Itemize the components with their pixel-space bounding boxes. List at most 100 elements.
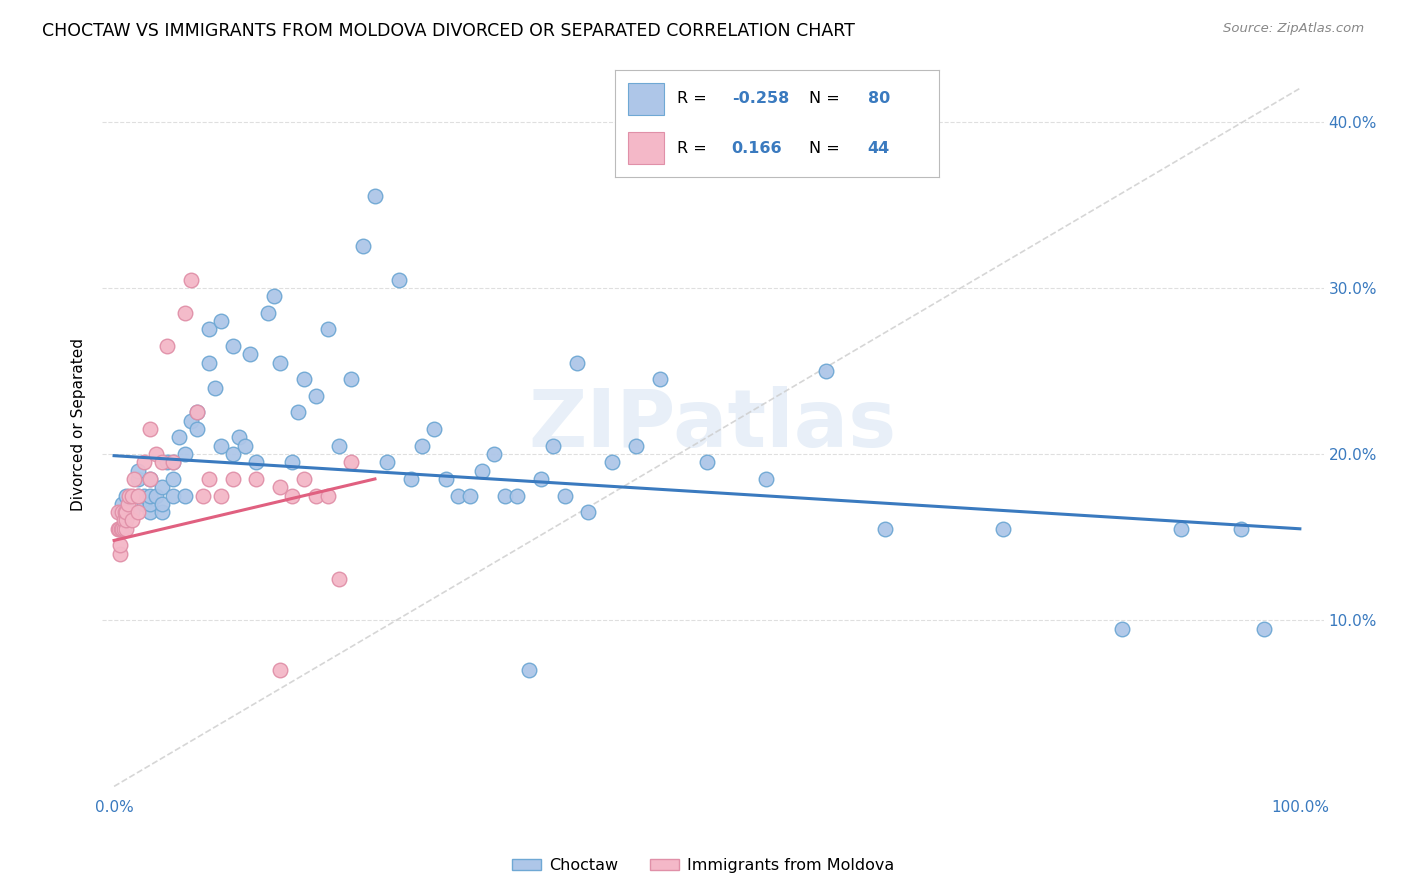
Point: [169, 430, 191, 444]
Text: Source: ZipAtlas.com: Source: ZipAtlas.com: [1223, 22, 1364, 36]
Point: [423, 422, 446, 436]
Point: [145, 489, 167, 503]
Point: [186, 405, 208, 419]
Point: [138, 497, 160, 511]
Point: [471, 464, 494, 478]
Point: [138, 472, 160, 486]
Point: [127, 464, 149, 478]
Point: [316, 322, 339, 336]
Point: [162, 489, 184, 503]
Point: [110, 522, 132, 536]
Point: [108, 522, 131, 536]
Point: [1170, 522, 1192, 536]
Point: [287, 405, 309, 419]
Point: [204, 380, 226, 394]
Point: [305, 489, 328, 503]
Point: [530, 472, 553, 486]
Point: [156, 339, 179, 353]
Point: [292, 472, 315, 486]
Point: [576, 505, 599, 519]
Point: [1253, 622, 1275, 636]
Point: [127, 472, 149, 486]
Point: [115, 489, 138, 503]
Point: [132, 497, 155, 511]
Point: [328, 439, 350, 453]
Point: [517, 663, 540, 677]
Point: [150, 455, 173, 469]
Point: [209, 314, 232, 328]
Point: [174, 447, 197, 461]
Point: [340, 455, 363, 469]
Point: [115, 513, 138, 527]
Point: [239, 347, 262, 361]
Point: [221, 447, 243, 461]
Point: [209, 439, 232, 453]
Point: [269, 355, 291, 369]
Point: [111, 522, 134, 536]
Legend: Choctaw, Immigrants from Moldova: Choctaw, Immigrants from Moldova: [506, 852, 900, 880]
Point: [624, 439, 647, 453]
Point: [108, 538, 131, 552]
Point: [174, 306, 197, 320]
Point: [328, 572, 350, 586]
Point: [150, 505, 173, 519]
Point: [121, 513, 143, 527]
Point: [352, 239, 374, 253]
Point: [316, 489, 339, 503]
Point: [648, 372, 671, 386]
Point: [375, 455, 398, 469]
Point: [269, 480, 291, 494]
Point: [150, 497, 173, 511]
Point: [221, 472, 243, 486]
Point: [696, 455, 718, 469]
Point: [150, 480, 173, 494]
Point: [132, 489, 155, 503]
Point: [118, 489, 141, 503]
Point: [281, 455, 304, 469]
Point: [600, 455, 623, 469]
Point: [138, 472, 160, 486]
Point: [482, 447, 505, 461]
Point: [388, 272, 411, 286]
Point: [174, 489, 197, 503]
Point: [755, 472, 778, 486]
Point: [209, 489, 232, 503]
Point: [108, 505, 131, 519]
Point: [257, 306, 280, 320]
Point: [554, 489, 576, 503]
Point: [292, 372, 315, 386]
Point: [447, 489, 470, 503]
Point: [111, 497, 134, 511]
Point: [162, 455, 184, 469]
Point: [269, 663, 291, 677]
Point: [112, 522, 135, 536]
Point: [108, 547, 131, 561]
Point: [494, 489, 516, 503]
Point: [993, 522, 1015, 536]
Point: [541, 439, 564, 453]
Point: [1111, 622, 1133, 636]
Point: [228, 430, 250, 444]
Point: [191, 489, 214, 503]
Point: [138, 422, 160, 436]
Point: [873, 522, 896, 536]
Point: [115, 505, 138, 519]
Point: [186, 422, 208, 436]
Point: [107, 505, 129, 519]
Point: [411, 439, 433, 453]
Point: [111, 505, 134, 519]
Point: [180, 414, 202, 428]
Point: [121, 505, 143, 519]
Point: [233, 439, 256, 453]
Point: [127, 489, 149, 503]
Point: [138, 489, 160, 503]
Point: [198, 355, 221, 369]
Point: [814, 364, 837, 378]
Point: [434, 472, 457, 486]
Point: [162, 472, 184, 486]
Point: [263, 289, 285, 303]
Point: [221, 339, 243, 353]
Point: [117, 497, 139, 511]
Point: [112, 513, 135, 527]
Point: [305, 389, 328, 403]
